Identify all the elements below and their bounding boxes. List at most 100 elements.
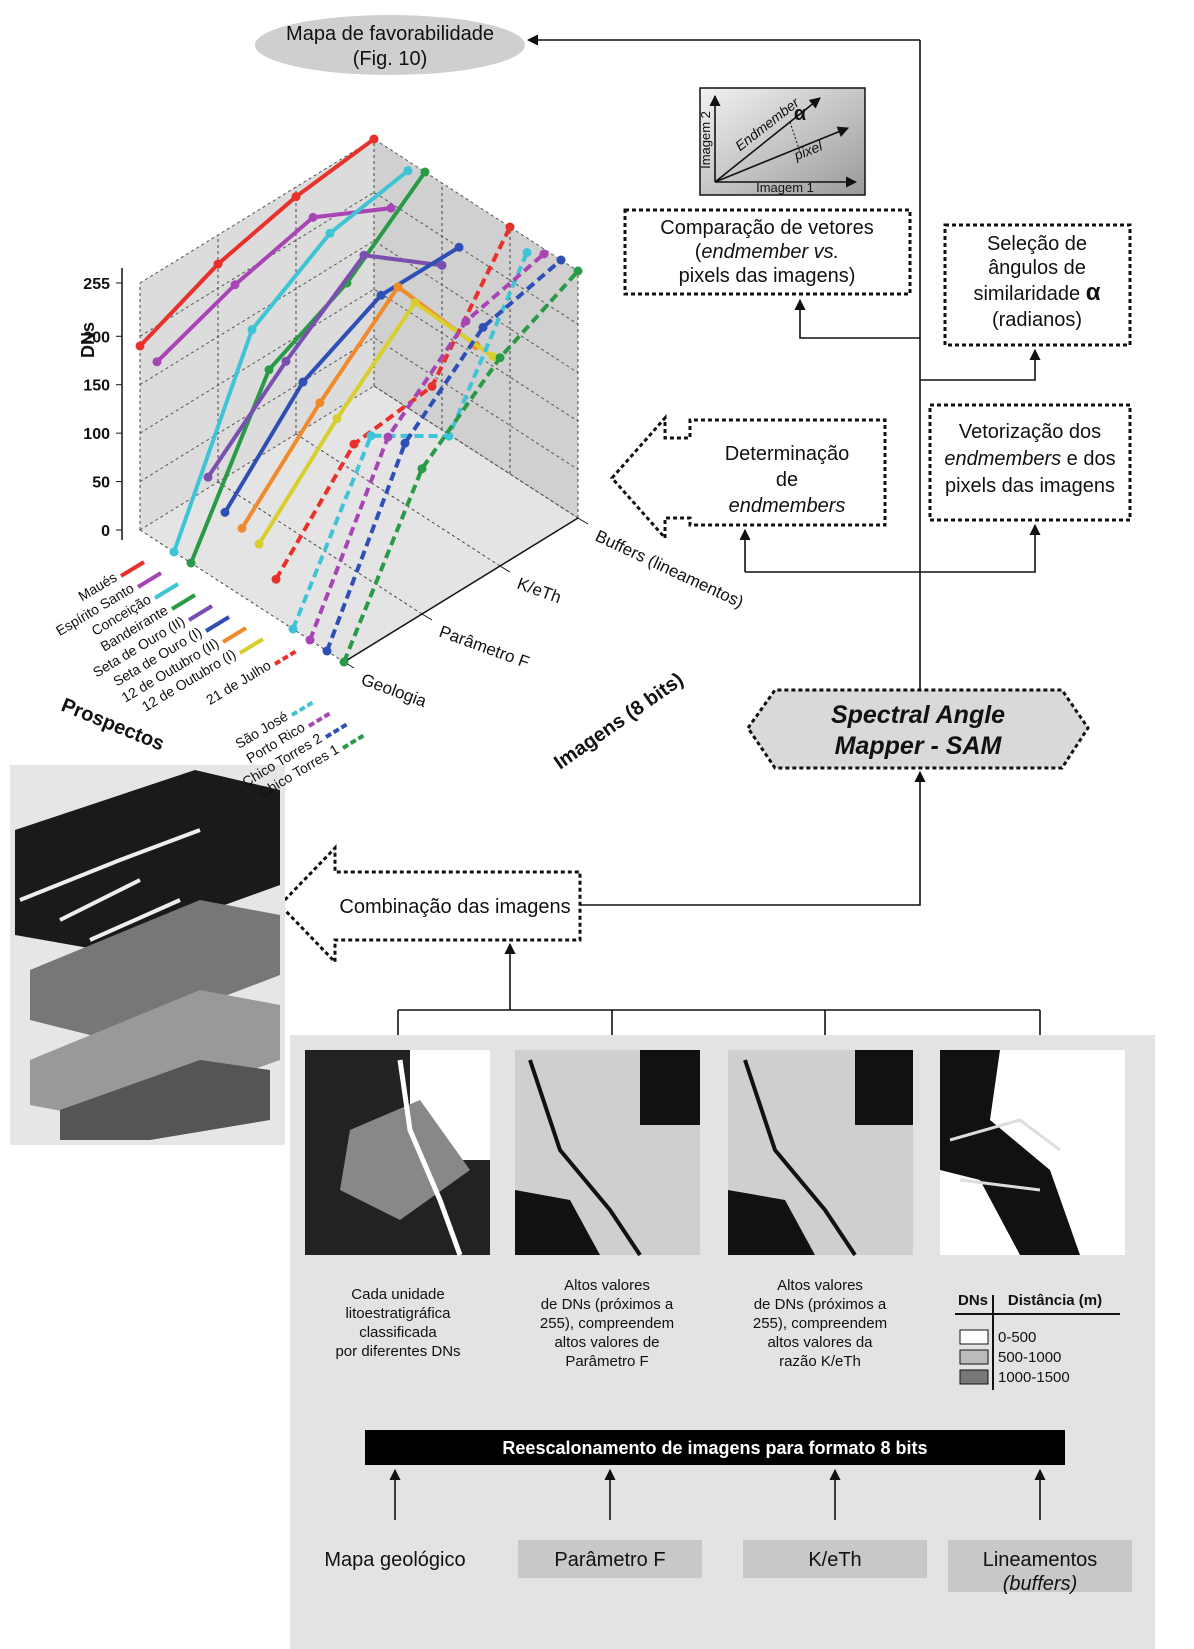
data-point (350, 440, 359, 449)
legend-swatch (121, 562, 144, 576)
legend-class: 1000-1500 (998, 1369, 1070, 1386)
data-point (360, 251, 369, 260)
sam-line: Mapper - SAM (835, 732, 1003, 760)
legend-swatch (960, 1350, 988, 1364)
data-point (153, 357, 162, 366)
vector-inset: Imagem 2 Imagem 1 Endmember pixel α (698, 88, 865, 195)
legend-swatch (155, 584, 178, 598)
x-tick-label: K/eTh (515, 574, 564, 607)
data-point (214, 260, 223, 269)
vectorization-line: endmembers e dos (944, 448, 1115, 470)
caption-line: por diferentes DNs (335, 1343, 460, 1360)
caption-line: razão K/eTh (779, 1353, 861, 1370)
data-point (418, 464, 427, 473)
comparison-line: Comparação de vetores (660, 217, 873, 239)
caption-line: 255), compreendem (753, 1315, 887, 1332)
data-point (248, 325, 257, 334)
data-point (394, 282, 403, 291)
caption-line: altos valores da (767, 1334, 873, 1351)
inset-y-label: Imagem 2 (698, 111, 713, 169)
data-point (265, 365, 274, 374)
data-point (506, 223, 515, 232)
data-point (326, 229, 335, 238)
data-point (238, 524, 247, 533)
y-tick-label: 150 (83, 378, 110, 395)
data-point (496, 353, 505, 362)
data-point (387, 204, 396, 213)
legend-swatch (343, 734, 366, 748)
input-note: (buffers) (1003, 1573, 1077, 1595)
legend-swatch (309, 712, 332, 726)
caption-line: 255), compreendem (540, 1315, 674, 1332)
legend-swatch (223, 628, 246, 642)
data-point (170, 548, 179, 557)
data-point (333, 414, 342, 423)
caption-line: Altos valores (777, 1277, 863, 1294)
data-point (340, 658, 349, 667)
data-point (309, 213, 318, 222)
legend-swatch (275, 650, 298, 664)
caption-line: Cada unidade (351, 1286, 444, 1303)
data-point (231, 280, 240, 289)
data-point (557, 256, 566, 265)
selection-line: (radianos) (992, 309, 1082, 331)
input-label: Mapa geológico (324, 1549, 465, 1571)
input-label: K/eTh (808, 1549, 861, 1571)
favorability-ref: (Fig. 10) (353, 48, 427, 70)
data-point (370, 135, 379, 144)
x-tick (578, 518, 588, 524)
data-point (455, 243, 464, 252)
comparison-line: (endmember vs. (695, 241, 840, 263)
data-point (438, 261, 447, 270)
data-point (255, 540, 264, 549)
data-point (282, 357, 291, 366)
inset-x-label: Imagem 1 (756, 180, 814, 195)
legend-swatch (189, 606, 212, 620)
input-label: Parâmetro F (554, 1549, 665, 1571)
endmember-arrow-box (612, 418, 885, 538)
y-tick-label: 100 (83, 426, 110, 443)
data-point (479, 323, 488, 332)
legend-swatch (326, 723, 349, 737)
data-point (462, 317, 471, 326)
comparison-line: pixels das imagens) (679, 265, 856, 287)
data-point (316, 398, 325, 407)
inset-alpha: α (794, 103, 807, 125)
caption-line: litoestratigráfica (345, 1305, 451, 1322)
legend-swatch (206, 617, 229, 631)
x-tick-label: Geologia (359, 670, 430, 711)
favorability-title: Mapa de favorabilidade (286, 23, 494, 45)
vectorization-line: Vetorização dos (959, 421, 1101, 443)
data-point (428, 382, 437, 391)
x-tick-label: Parâmetro F (437, 622, 532, 672)
selection-line: Seleção de (987, 233, 1087, 255)
data-point (306, 636, 315, 645)
data-point (299, 378, 308, 387)
caption-line: classificada (359, 1324, 437, 1341)
data-point (523, 248, 532, 257)
sam-line: Spectral Angle (831, 701, 1005, 729)
combination-label: Combinação das imagens (339, 896, 570, 918)
endmember-line: endmembers (729, 495, 846, 517)
endmember-line: de (776, 469, 798, 491)
legend-header: DNs (958, 1292, 988, 1309)
data-point (272, 575, 281, 584)
legend-class: 0-500 (998, 1329, 1036, 1346)
legend-swatch (960, 1330, 988, 1344)
stacked-images (10, 765, 285, 1145)
data-point (574, 267, 583, 276)
data-point (377, 291, 386, 300)
captions: Cada unidade litoestratigráfica classifica… (335, 1277, 887, 1370)
legend-swatch (138, 573, 161, 587)
selection-line: similaridade α (973, 279, 1100, 306)
data-point (411, 298, 420, 307)
data-point (187, 559, 196, 568)
x-tick (422, 614, 432, 620)
diagram: Mapa de favorabilidade (Fig. 10) Imagem … (0, 0, 1194, 1649)
data-point (221, 508, 230, 517)
input-label: Lineamentos (983, 1549, 1098, 1571)
legend-swatch (240, 639, 263, 653)
legend-swatch (960, 1370, 988, 1384)
caption-line: de DNs (próximos a (754, 1296, 887, 1313)
data-point (404, 166, 413, 175)
